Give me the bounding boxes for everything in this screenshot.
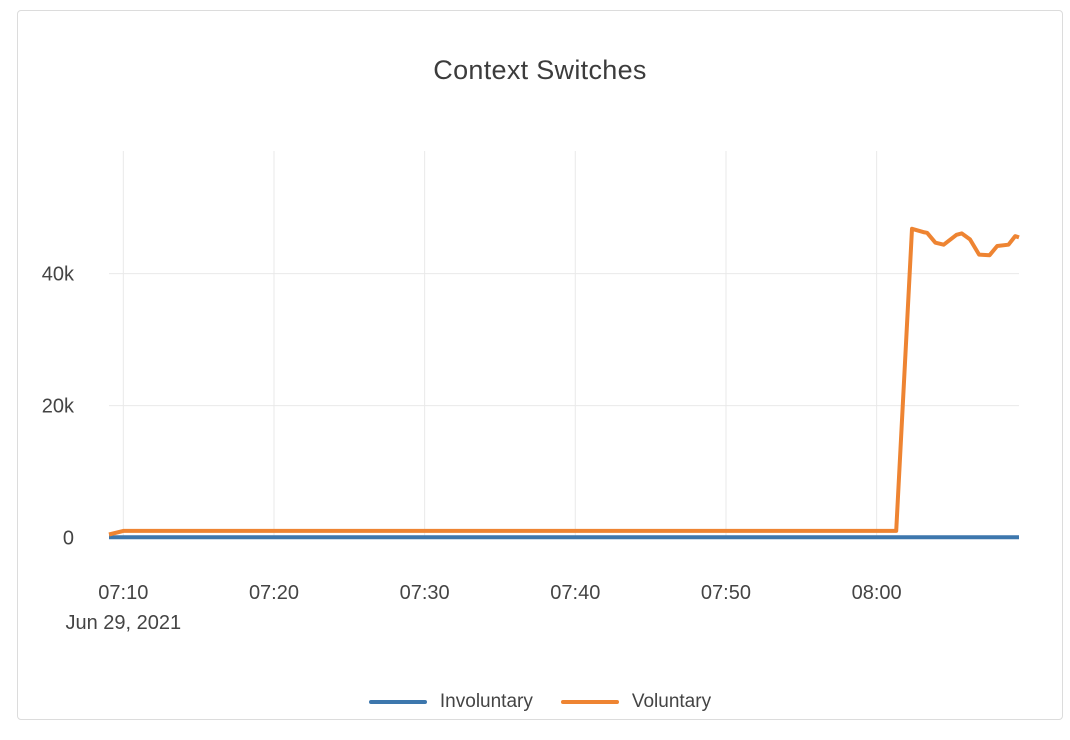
legend-label: Involuntary [439,691,533,712]
x-tick-label: 07:50 [701,582,751,604]
legend-label: Voluntary [631,691,712,712]
chart-legend: Involuntary Voluntary [18,691,1062,713]
x-tick-label: 08:00 [852,582,902,604]
series-line-voluntary [108,226,1020,537]
chart-plot-area[interactable]: 07:10 07:20 07:30 07:40 07:50 08:00 Jun 29, 20… [18,11,1064,721]
x-tick-label: 07:30 [400,582,450,604]
x-tick-label: 07:20 [249,582,299,604]
legend-item-involuntary[interactable]: Involuntary [368,691,533,713]
y-tick-label: 20k [42,396,75,418]
chart-card: 07:10 07:20 07:30 07:40 07:50 08:00 Jun 29, 20… [17,10,1063,720]
x-tick-label: 07:40 [550,582,600,604]
legend-item-voluntary[interactable]: Voluntary [560,691,712,713]
x-date-sublabel: Jun 29, 2021 [65,612,181,634]
x-tick-label: 07:10 [98,582,148,604]
legend-line-swatch [368,700,427,704]
chart-title: Context Switches [433,55,647,85]
y-tick-label: 40k [42,264,75,286]
legend-line-swatch [560,700,619,704]
y-tick-label: 0 [63,528,74,550]
